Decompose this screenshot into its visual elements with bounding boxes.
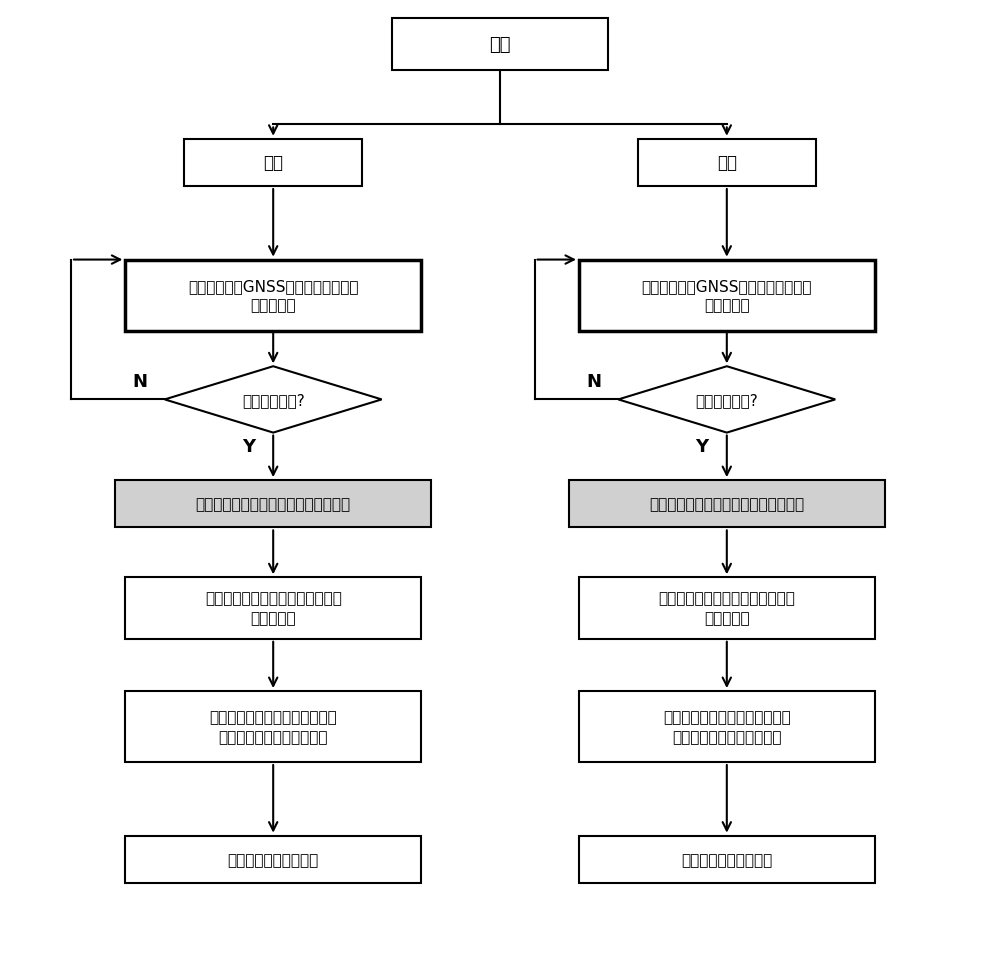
Text: N: N: [133, 373, 148, 390]
FancyBboxPatch shape: [125, 578, 421, 639]
Text: 副星激光链路自主跟踪: 副星激光链路自主跟踪: [681, 851, 772, 867]
Text: 主星待接力终端提前指向跟踪副星轨道: 主星待接力终端提前指向跟踪副星轨道: [196, 497, 351, 511]
Text: 副星待接力终端捕获主星信标光
后，副星激光链路进行切换: 副星待接力终端捕获主星信标光 后，副星激光链路进行切换: [663, 709, 791, 744]
FancyBboxPatch shape: [579, 836, 875, 883]
Text: 副星待接力终端提前指向跟踪主星轨道: 副星待接力终端提前指向跟踪主星轨道: [649, 497, 804, 511]
Text: 开始: 开始: [489, 36, 511, 54]
Text: 主星根据差分GNSS信息和修正信息计
算切换窗口: 主星根据差分GNSS信息和修正信息计 算切换窗口: [188, 279, 358, 313]
FancyBboxPatch shape: [579, 578, 875, 639]
Polygon shape: [165, 367, 382, 433]
FancyBboxPatch shape: [125, 260, 421, 332]
FancyBboxPatch shape: [569, 480, 885, 528]
Text: 主星激光链路自主跟踪: 主星激光链路自主跟踪: [228, 851, 319, 867]
Text: 主星: 主星: [263, 154, 283, 172]
FancyBboxPatch shape: [579, 260, 875, 332]
FancyBboxPatch shape: [638, 139, 816, 186]
Text: Y: Y: [242, 438, 255, 456]
Text: 进入接力窗口?: 进入接力窗口?: [695, 392, 758, 407]
Text: 进入接力窗口?: 进入接力窗口?: [242, 392, 305, 407]
Text: N: N: [586, 373, 601, 390]
Polygon shape: [618, 367, 835, 433]
Text: 主星待接力终端进行凝视跳步搜索
副星信标光: 主星待接力终端进行凝视跳步搜索 副星信标光: [205, 591, 342, 626]
FancyBboxPatch shape: [125, 691, 421, 762]
FancyBboxPatch shape: [125, 836, 421, 883]
Text: 副星: 副星: [717, 154, 737, 172]
Text: 副星根据差分GNSS信息和修正信息计
算切换窗口: 副星根据差分GNSS信息和修正信息计 算切换窗口: [642, 279, 812, 313]
FancyBboxPatch shape: [392, 19, 608, 71]
Text: 副星待接力终端进行螺旋扫描搜索
主星信标光: 副星待接力终端进行螺旋扫描搜索 主星信标光: [658, 591, 795, 626]
FancyBboxPatch shape: [115, 480, 431, 528]
FancyBboxPatch shape: [184, 139, 362, 186]
Text: Y: Y: [696, 438, 709, 456]
FancyBboxPatch shape: [579, 691, 875, 762]
Text: 主星待接力终端捕获副星信标光
后，主星激光链路进行切换: 主星待接力终端捕获副星信标光 后，主星激光链路进行切换: [209, 709, 337, 744]
